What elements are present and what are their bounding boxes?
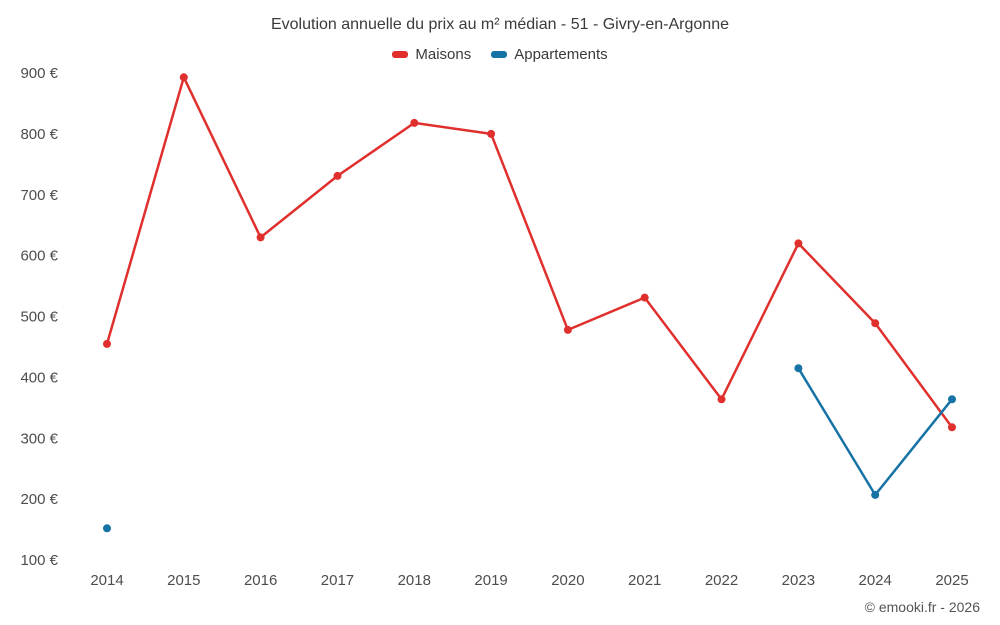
maisons-series-point[interactable] [179,73,188,82]
x-axis-tick-label: 2020 [551,572,584,589]
maisons-legend-swatch-icon [392,51,409,58]
x-axis-tick-label: 2015 [167,572,200,589]
chart-title: Evolution annuelle du prix au m² médian … [270,16,729,33]
y-axis-tick-label: 100 € [20,552,58,569]
maisons-series-point[interactable] [871,319,880,328]
y-axis-tick-label: 400 € [20,369,58,386]
copyright-text: © emooki.fr - 2026 [864,599,980,615]
appartements-series-line [797,366,954,497]
y-axis-tick-label: 800 € [20,126,58,143]
maisons-series-point[interactable] [794,239,803,248]
maisons-series-point[interactable] [563,325,572,334]
x-axis-tick-label: 2018 [398,572,431,589]
x-axis-tick-label: 2021 [628,572,661,589]
maisons-series-point[interactable] [333,171,342,180]
x-axis-tick-label: 2024 [858,572,891,589]
x-axis-tick-label: 2014 [90,572,123,589]
y-axis-tick-label: 200 € [20,491,58,508]
x-axis-tick-label: 2016 [244,572,277,589]
y-axis-tick-label: 900 € [20,65,58,82]
legend-label-appartements: Appartements [514,46,608,63]
legend-item-appartements[interactable]: Appartements [491,46,608,63]
maisons-series-line [105,76,954,429]
maisons-series-point[interactable] [103,339,111,348]
x-axis-tick-label: 2025 [935,572,968,589]
x-axis-tick-label: 2022 [705,572,738,589]
legend-label-maisons: Maisons [415,46,472,63]
legend-item-maisons[interactable]: Maisons [392,46,471,63]
maisons-series-point[interactable] [410,118,419,127]
appartements-legend-swatch-icon [491,51,508,58]
maisons-series-point[interactable] [256,233,265,242]
y-axis-tick-label: 600 € [20,248,58,265]
maisons-series-point[interactable] [717,395,726,404]
maisons-series-point[interactable] [640,293,649,302]
chart-legend: Maisons Appartements [0,46,1000,63]
appartements-series-point[interactable] [948,395,956,404]
appartements-series-point[interactable] [871,490,880,499]
appartements-series-point[interactable] [103,524,111,533]
maisons-series-point[interactable] [948,423,956,432]
maisons-series-point[interactable] [487,129,496,138]
x-axis-tick-label: 2023 [782,572,815,589]
y-axis-tick-label: 500 € [20,309,58,326]
x-axis-tick-label: 2017 [321,572,354,589]
x-axis-tick-label: 2019 [474,572,507,589]
appartements-series-point[interactable] [794,364,803,373]
y-axis-tick-label: 300 € [20,430,58,447]
y-axis-tick-label: 700 € [20,187,58,204]
